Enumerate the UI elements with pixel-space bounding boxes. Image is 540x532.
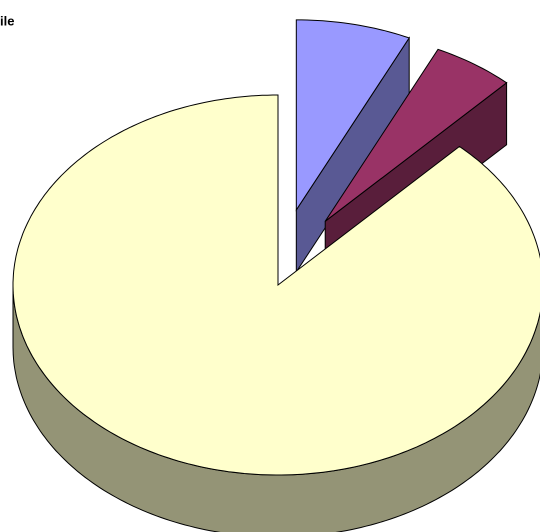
slice	[295, 19, 410, 212]
legend-fragment: ile	[0, 13, 14, 28]
slice	[324, 48, 508, 222]
slice	[12, 94, 540, 476]
